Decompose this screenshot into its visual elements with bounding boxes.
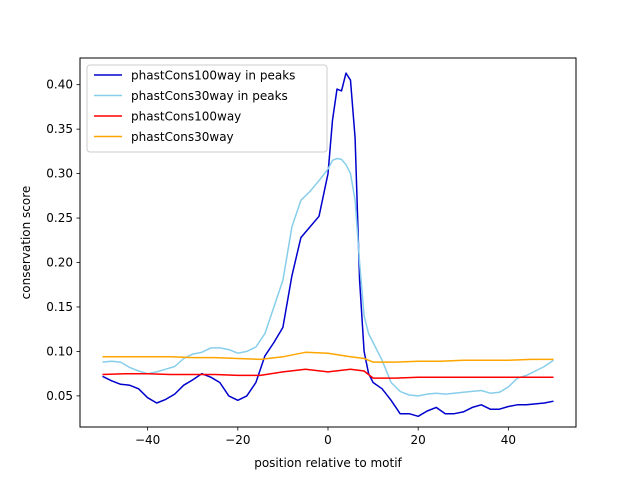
x-tick-label: 40: [501, 433, 516, 447]
x-axis-label: position relative to motif: [254, 456, 402, 470]
y-tick-label: 0.05: [46, 389, 73, 403]
legend: phastCons100way in peaks phastCons30way i…: [86, 64, 328, 153]
series-line-0: [102, 72, 554, 418]
y-tick-label: 0.30: [46, 167, 73, 181]
x-tick-label: 0: [324, 433, 332, 447]
series-line-3: [102, 351, 554, 363]
y-axis: 0.05 0.10 0.15 0.20 0.25 0.30 0.35 0.40: [46, 78, 80, 403]
y-tick-label: 0.20: [46, 256, 73, 270]
y-axis-label: conservation score: [19, 186, 33, 300]
x-tick-label: −40: [135, 433, 160, 447]
y-tick-label: 0.35: [46, 122, 73, 136]
series-line-2: [102, 368, 554, 379]
x-tick-label: −20: [225, 433, 250, 447]
y-tick-label: 0.15: [46, 300, 73, 314]
legend-label-0: phastCons100way in peaks: [131, 69, 295, 83]
legend-frame: [86, 64, 328, 153]
y-tick-label: 0.10: [46, 344, 73, 358]
x-tick-label: 20: [411, 433, 426, 447]
y-tick-label: 0.40: [46, 78, 73, 92]
plot-lines: [102, 72, 554, 418]
x-axis: −40 −20 0 20 40: [135, 427, 516, 447]
y-tick-label: 0.25: [46, 211, 73, 225]
legend-label-3: phastCons30way: [131, 130, 234, 144]
legend-label-2: phastCons100way: [131, 110, 241, 124]
legend-label-1: phastCons30way in peaks: [131, 89, 288, 103]
